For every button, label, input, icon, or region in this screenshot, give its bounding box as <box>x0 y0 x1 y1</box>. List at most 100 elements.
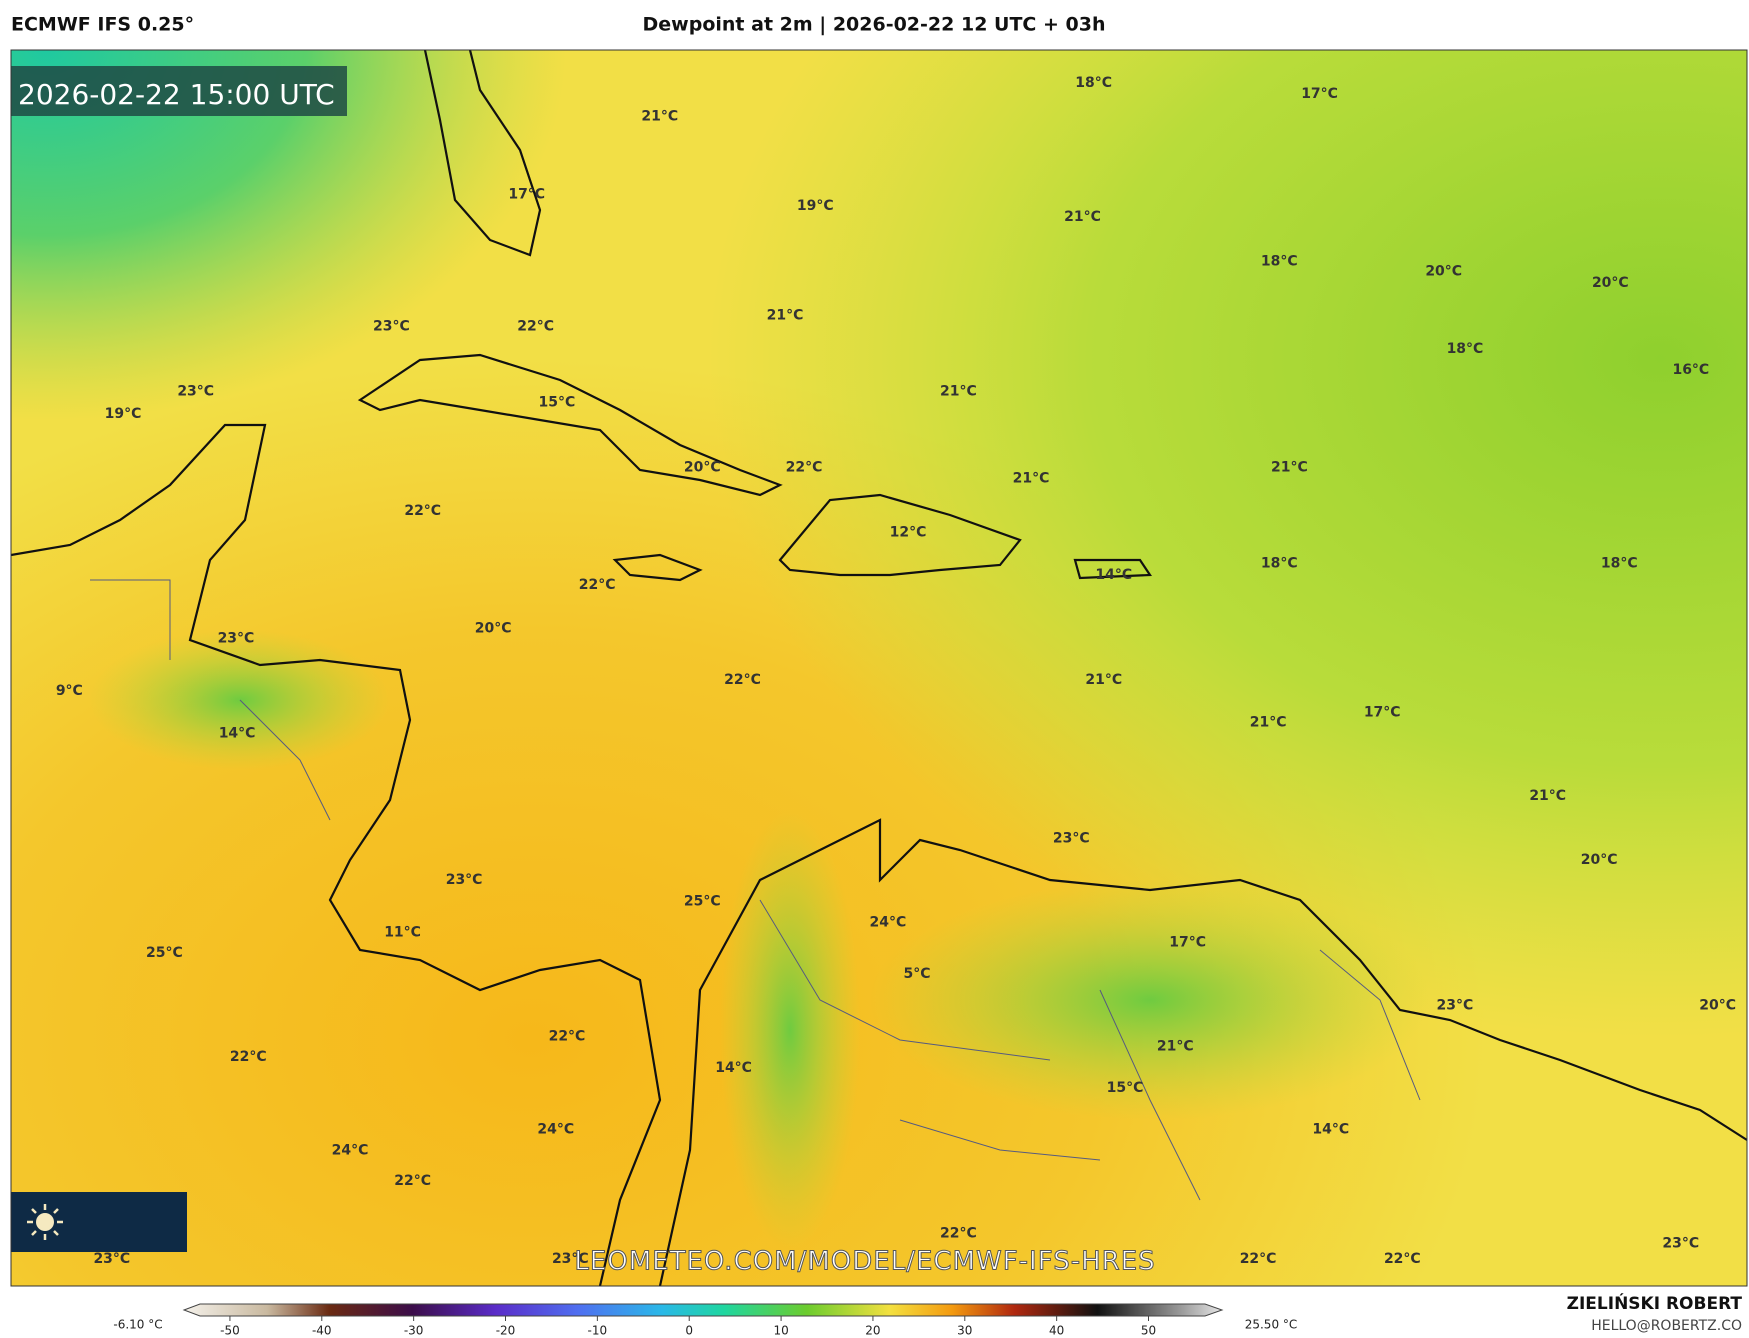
temperature-label: 18°C <box>1261 254 1298 270</box>
temperature-label: 24°C <box>537 1121 574 1137</box>
temperature-label: 18°C <box>1075 75 1112 91</box>
temperature-label: 22°C <box>404 503 441 519</box>
temperature-label: 21°C <box>940 383 977 399</box>
colorbar: -6.10 °C 25.50 °C -50 -40 -30 -20 -10 0 10 20 30… <box>113 1303 1298 1338</box>
temperature-label: 23°C <box>93 1251 130 1267</box>
temperature-label: 23°C <box>177 383 214 399</box>
colorbar-tick-label: 50 <box>1141 1324 1156 1338</box>
map-frame <box>10 49 1748 1287</box>
temperature-label: 21°C <box>767 307 804 323</box>
timestamp-box <box>11 66 347 116</box>
temperature-label: 20°C <box>1699 997 1736 1013</box>
colorbar-bar <box>182 1303 1224 1317</box>
colorbar-min: -6.10 °C <box>113 1318 162 1332</box>
temperature-label: 18°C <box>1601 556 1638 572</box>
temperature-label: 22°C <box>1384 1251 1421 1267</box>
email: HELLO@ROBERTZ.CO <box>1591 1318 1742 1334</box>
author: ZIELIŃSKI ROBERT <box>1567 1292 1743 1314</box>
temperature-label: 21°C <box>1013 471 1050 487</box>
temperature-label: 19°C <box>797 198 834 214</box>
colorbar-tick-label: -10 <box>588 1324 608 1338</box>
coastline <box>11 423 662 1286</box>
temperature-label: 18°C <box>1447 341 1484 357</box>
colorbar-tick-label: 30 <box>957 1324 972 1338</box>
temperature-label: 20°C <box>1425 264 1462 280</box>
map-title: Dewpoint at 2m | 2026-02-22 12 UTC + 03h <box>643 14 1106 36</box>
temperature-label: 11°C <box>384 925 421 941</box>
temperature-label: 21°C <box>1529 788 1566 804</box>
watermark: LEOMETEO.COM/MODEL/ECMWF-IFS-HRES <box>574 1247 1155 1277</box>
colorbar-tick-label: 0 <box>685 1324 693 1338</box>
temperature-label: 23°C <box>218 631 255 647</box>
temperature-label: 19°C <box>105 406 142 422</box>
colorbar-tick-label: 40 <box>1049 1324 1064 1338</box>
temperature-label: 22°C <box>786 459 823 475</box>
temperature-label: 22°C <box>394 1173 431 1189</box>
coastline <box>778 493 1022 577</box>
temperature-label: 9°C <box>56 683 83 699</box>
border <box>90 579 1421 1201</box>
temperature-label: 22°C <box>517 319 554 335</box>
temperature-label: 23°C <box>446 872 483 888</box>
temperature-label: 17°C <box>1364 704 1401 720</box>
temperature-label: 24°C <box>332 1143 369 1159</box>
temperature-label: 21°C <box>1064 209 1101 225</box>
timestamp: 2026-02-22 15:00 UTC <box>18 78 335 111</box>
temperature-label: 24°C <box>870 915 907 931</box>
temperature-label: 22°C <box>549 1029 586 1045</box>
colorbar-tick-label: 20 <box>865 1324 880 1338</box>
temperature-label: 23°C <box>373 319 410 335</box>
logo-icon <box>36 1213 54 1231</box>
temperature-label: 25°C <box>684 893 721 909</box>
temperature-label: 22°C <box>579 577 616 593</box>
temperature-label: 18°C <box>1261 556 1298 572</box>
temperature-label: 22°C <box>230 1049 267 1065</box>
colorbar-tick-label: -50 <box>220 1324 240 1338</box>
temperature-label: 23°C <box>1662 1236 1699 1252</box>
temperature-label: 21°C <box>1157 1039 1194 1055</box>
temperature-label: 14°C <box>1095 567 1132 583</box>
temperature-label: 21°C <box>1250 714 1287 730</box>
temperature-label: 23°C <box>1437 997 1474 1013</box>
temperature-label: 23°C <box>552 1251 589 1267</box>
coastline <box>612 553 703 582</box>
temperature-label: 21°C <box>1271 459 1308 475</box>
coastline <box>357 353 783 497</box>
temperature-label: 12°C <box>890 524 927 540</box>
temperature-label: 14°C <box>715 1060 752 1076</box>
temperature-label: 23°C <box>1053 831 1090 847</box>
colorbar-tick-label: 10 <box>773 1324 788 1338</box>
colorbar-tick-label: -20 <box>496 1324 516 1338</box>
temperature-label: 20°C <box>1592 275 1629 291</box>
coastline <box>423 50 542 257</box>
temperature-label: 21°C <box>641 108 678 124</box>
colorbar-tick-label: -40 <box>312 1324 332 1338</box>
temperature-label: 5°C <box>903 966 930 982</box>
dry-region <box>720 810 860 1250</box>
logo-icon <box>27 1204 63 1240</box>
coastline <box>1073 558 1152 580</box>
colorbar-tick-label: -30 <box>404 1324 424 1338</box>
temperature-label: 15°C <box>1107 1080 1144 1096</box>
temperature-label: 20°C <box>475 620 512 636</box>
temperature-label: 22°C <box>940 1225 977 1241</box>
temperature-label: 21°C <box>1085 672 1122 688</box>
colorbar-max: 25.50 °C <box>1245 1318 1298 1332</box>
temperature-label: 22°C <box>1240 1251 1277 1267</box>
map: 18°C 17°C 21°C 17°C 19°C 21°C 18°C 20°C 20°C 23°C… <box>11 50 1747 1286</box>
temperature-label: 16°C <box>1672 362 1709 378</box>
temperature-label: 15°C <box>539 395 576 411</box>
temperature-label: 14°C <box>219 726 256 742</box>
temperature-label: 17°C <box>508 187 545 203</box>
temperature-label: 14°C <box>1312 1121 1349 1137</box>
temperature-label: 17°C <box>1169 935 1206 951</box>
temperature-label: 20°C <box>684 459 721 475</box>
model-name: ECMWF IFS 0.25° <box>11 14 194 36</box>
temperature-label: 20°C <box>1581 852 1618 868</box>
temperature-label: 25°C <box>146 945 183 961</box>
coastline <box>658 818 1747 1286</box>
temperature-label: 22°C <box>724 672 761 688</box>
dry-region <box>870 880 1430 1120</box>
temperature-label: 17°C <box>1301 86 1338 102</box>
